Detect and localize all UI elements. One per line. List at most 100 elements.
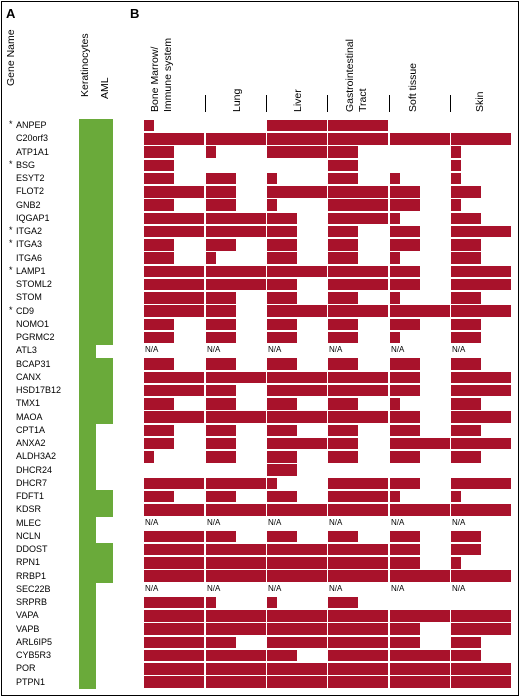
gene-label: ATP1A1 (16, 146, 49, 157)
na-label: N/A (145, 583, 159, 593)
expression-bar (328, 530, 358, 543)
expression-bar (451, 278, 511, 291)
expression-bar (267, 411, 327, 423)
expression-bar (144, 437, 174, 450)
expression-bar (206, 172, 236, 185)
expression-bar (267, 437, 327, 450)
expression-bar (206, 239, 236, 251)
expression-bar (451, 649, 481, 662)
expression-bar (390, 172, 400, 185)
expression-bar (144, 292, 204, 304)
aml-cell (96, 556, 113, 570)
expression-bar (328, 424, 358, 437)
expression-bar (390, 477, 420, 490)
na-label: N/A (452, 517, 466, 527)
expression-bar (451, 265, 511, 278)
expression-bar (144, 119, 154, 132)
gene-label: ATL3 (16, 345, 37, 356)
expression-bar (328, 411, 388, 423)
expression-bar (206, 411, 266, 423)
expression-bar (144, 649, 204, 662)
expression-bar (206, 331, 236, 344)
keratinocytes-cell (79, 463, 96, 478)
expression-bar (206, 477, 266, 490)
expression-bar (144, 159, 174, 172)
expression-bar (390, 371, 420, 384)
expression-bar (328, 278, 388, 291)
expression-bar (451, 623, 511, 635)
expression-bar (451, 570, 511, 582)
expression-bar (144, 331, 174, 344)
expression-bar (451, 252, 481, 264)
aml-cell (96, 291, 113, 305)
tissue-header-bone-marrow-line2: Immune system (162, 37, 174, 112)
expression-bar (451, 477, 511, 490)
expression-bar (206, 424, 236, 437)
gene-label: TMX1 (16, 398, 41, 409)
aml-cell (96, 490, 113, 504)
panel-label-a: A (6, 6, 16, 21)
expression-bar (390, 331, 400, 344)
expression-bar (451, 133, 511, 145)
expression-bar (390, 212, 400, 225)
keratinocytes-cell (79, 370, 96, 385)
keratinocytes-cell (79, 662, 96, 676)
column-divider (205, 95, 206, 112)
expression-bar (144, 610, 204, 622)
significance-star: * (9, 238, 13, 249)
expression-bar (451, 451, 481, 463)
expression-bar (328, 504, 388, 516)
expression-bar (144, 199, 174, 211)
gene-label: VAPB (16, 623, 40, 634)
gene-label: RRBP1 (16, 570, 47, 581)
expression-bar (267, 318, 297, 331)
expression-bar (390, 411, 420, 423)
gene-label: ARL6IP5 (16, 636, 53, 647)
expression-bar (206, 636, 236, 649)
expression-bar (328, 199, 388, 211)
aml-cell (96, 397, 113, 411)
expression-bar (451, 371, 511, 384)
expression-bar (267, 570, 327, 582)
keratinocytes-cell (79, 317, 96, 332)
keratinocytes-cell (79, 490, 96, 504)
expression-bar (267, 530, 297, 543)
gene-label: GNB2 (16, 199, 41, 210)
gene-label: SEC22B (16, 583, 51, 594)
expression-bar (267, 610, 327, 622)
expression-bar (328, 146, 358, 158)
expression-bar (451, 530, 481, 543)
expression-bar (328, 331, 358, 344)
gene-label: CYB5R3 (16, 650, 52, 660)
column-divider (389, 95, 390, 112)
expression-bar (144, 252, 174, 264)
expression-bar (390, 318, 420, 331)
na-label: N/A (329, 345, 343, 355)
expression-bar (144, 623, 204, 635)
expression-bar (328, 663, 388, 675)
na-label: N/A (391, 517, 405, 527)
expression-bar (451, 504, 511, 516)
expression-bar (144, 477, 204, 490)
expression-bar (390, 292, 400, 304)
expression-bar (267, 225, 297, 238)
keratinocytes-cell (79, 622, 96, 637)
gene-label: MLEC (16, 517, 42, 528)
expression-bar (267, 186, 327, 198)
expression-bar (206, 649, 266, 662)
keratinocytes-cell (79, 543, 96, 557)
expression-bar (451, 292, 481, 304)
expression-bar (206, 146, 216, 158)
expression-bar (144, 172, 174, 185)
expression-bar (451, 331, 481, 344)
gene-label: KDSR (16, 504, 42, 515)
tissue-header-gi-line1: Gastrointestinal (344, 39, 356, 112)
gene-label: MAOA (16, 411, 43, 422)
gene-label: CANX (16, 371, 42, 382)
aml-cell (96, 251, 113, 266)
expression-bar (206, 623, 266, 635)
gene-label: PTPN1 (16, 676, 46, 687)
expression-bar (328, 252, 358, 264)
keratinocytes-cell (79, 556, 96, 570)
keratinocytes-cell (79, 132, 96, 146)
